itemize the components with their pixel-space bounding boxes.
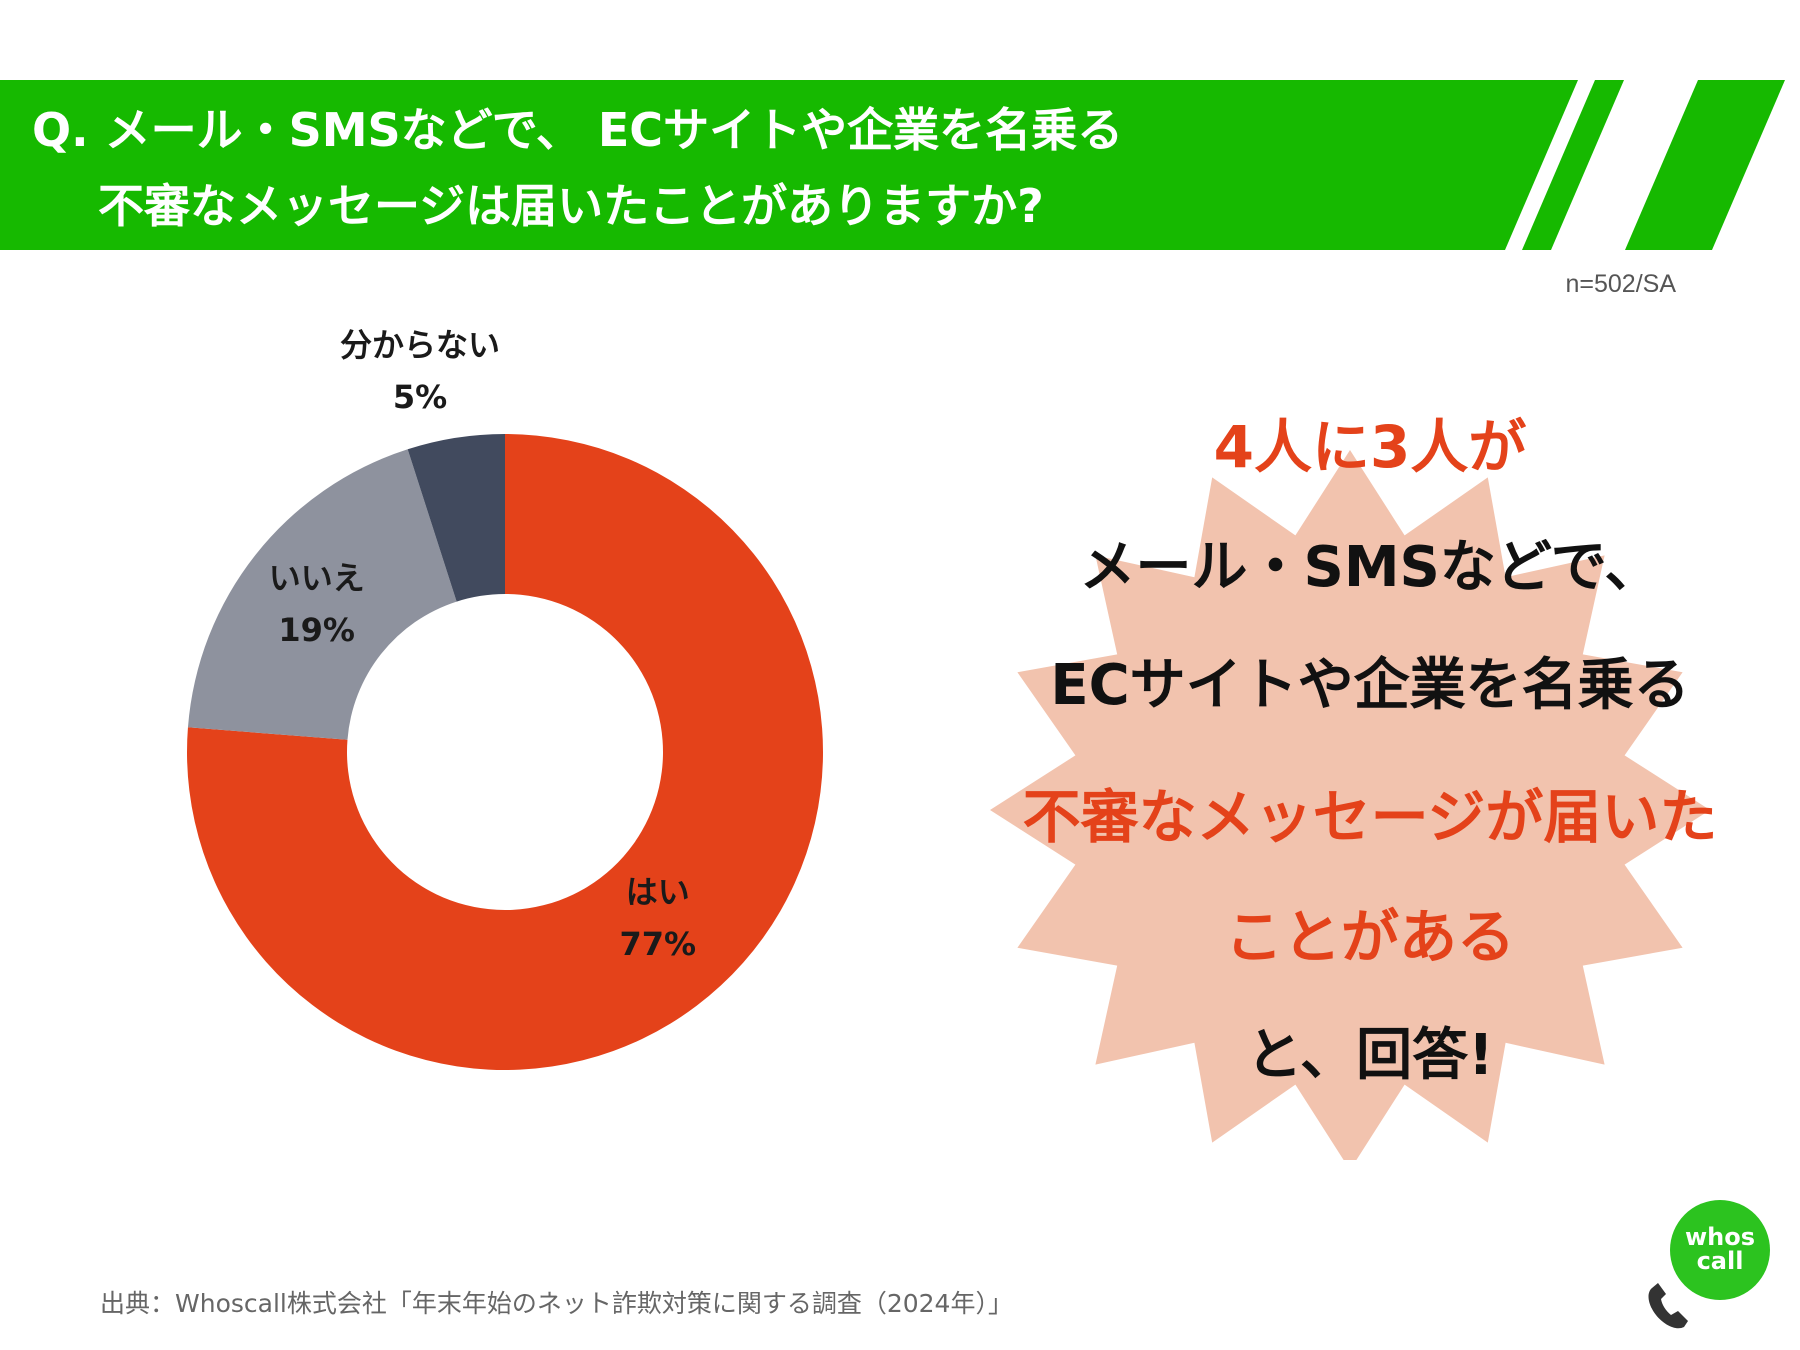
source-note: 出典：Whoscall株式会社「年末年始のネット詐欺対策に関する調査（2024年… bbox=[100, 1289, 1013, 1318]
slice-label-2: 分からない bbox=[340, 326, 500, 364]
logo-line-2: call bbox=[1696, 1247, 1744, 1275]
slice-value-0: 77% bbox=[619, 925, 696, 963]
banner-stripe-1 bbox=[1522, 80, 1624, 250]
banner-bar bbox=[0, 80, 1578, 250]
callout-line-5: ことがある bbox=[1224, 903, 1515, 971]
question-line-1: Q. メール・SMSなどで、 ECサイトや企業を名乗る bbox=[32, 103, 1124, 157]
logo-line-1: whos bbox=[1684, 1223, 1756, 1251]
callout-line-1: 4人に3人が bbox=[1213, 413, 1527, 481]
phone-icon bbox=[1648, 1283, 1688, 1329]
callout-line-3: ECサイトや企業を名乗る bbox=[1050, 653, 1690, 718]
header-banner: Q. メール・SMSなどで、 ECサイトや企業を名乗る 不審なメッセージは届いた… bbox=[0, 0, 1800, 260]
donut-svg: はい 77% いいえ 19% 分からない 5% bbox=[187, 326, 823, 1070]
slice-label-0: はい bbox=[626, 873, 690, 911]
slice-label-1: いいえ bbox=[269, 559, 365, 597]
donut-slice-0 bbox=[187, 434, 823, 1070]
slice-value-1: 19% bbox=[278, 611, 355, 649]
question-title: Q. メール・SMSなどで、 ECサイトや企業を名乗る 不審なメッセージは届いた… bbox=[32, 92, 1123, 244]
callout-line-6: と、回答! bbox=[1246, 1023, 1494, 1088]
callout-line-4: 不審なメッセージが届いた bbox=[1022, 783, 1718, 851]
donut-chart: はい 77% いいえ 19% 分からない 5% bbox=[0, 300, 960, 1200]
banner-graphic bbox=[0, 80, 1785, 250]
banner-stripe-2 bbox=[1625, 80, 1785, 250]
callout-burst: 4人に3人が メール・SMSなどで、 ECサイトや企業を名乗る 不審なメッセージ… bbox=[940, 400, 1800, 1160]
logo-text: whos call bbox=[1670, 1225, 1770, 1273]
sample-size-note: n=502/SA bbox=[1565, 270, 1676, 298]
callout-line-2: メール・SMSなどで、 bbox=[1079, 535, 1661, 600]
burst-polygon bbox=[990, 450, 1710, 1160]
logo-circle bbox=[1670, 1200, 1770, 1300]
donut-slice-1 bbox=[187, 449, 457, 740]
donut-slice-2 bbox=[407, 434, 505, 602]
slice-value-2: 5% bbox=[393, 378, 447, 416]
whoscall-logo: whos call bbox=[1640, 1185, 1790, 1335]
burst-shape bbox=[990, 450, 1710, 1160]
question-line-2: 不審なメッセージは届いたことがありますか? bbox=[98, 179, 1044, 233]
